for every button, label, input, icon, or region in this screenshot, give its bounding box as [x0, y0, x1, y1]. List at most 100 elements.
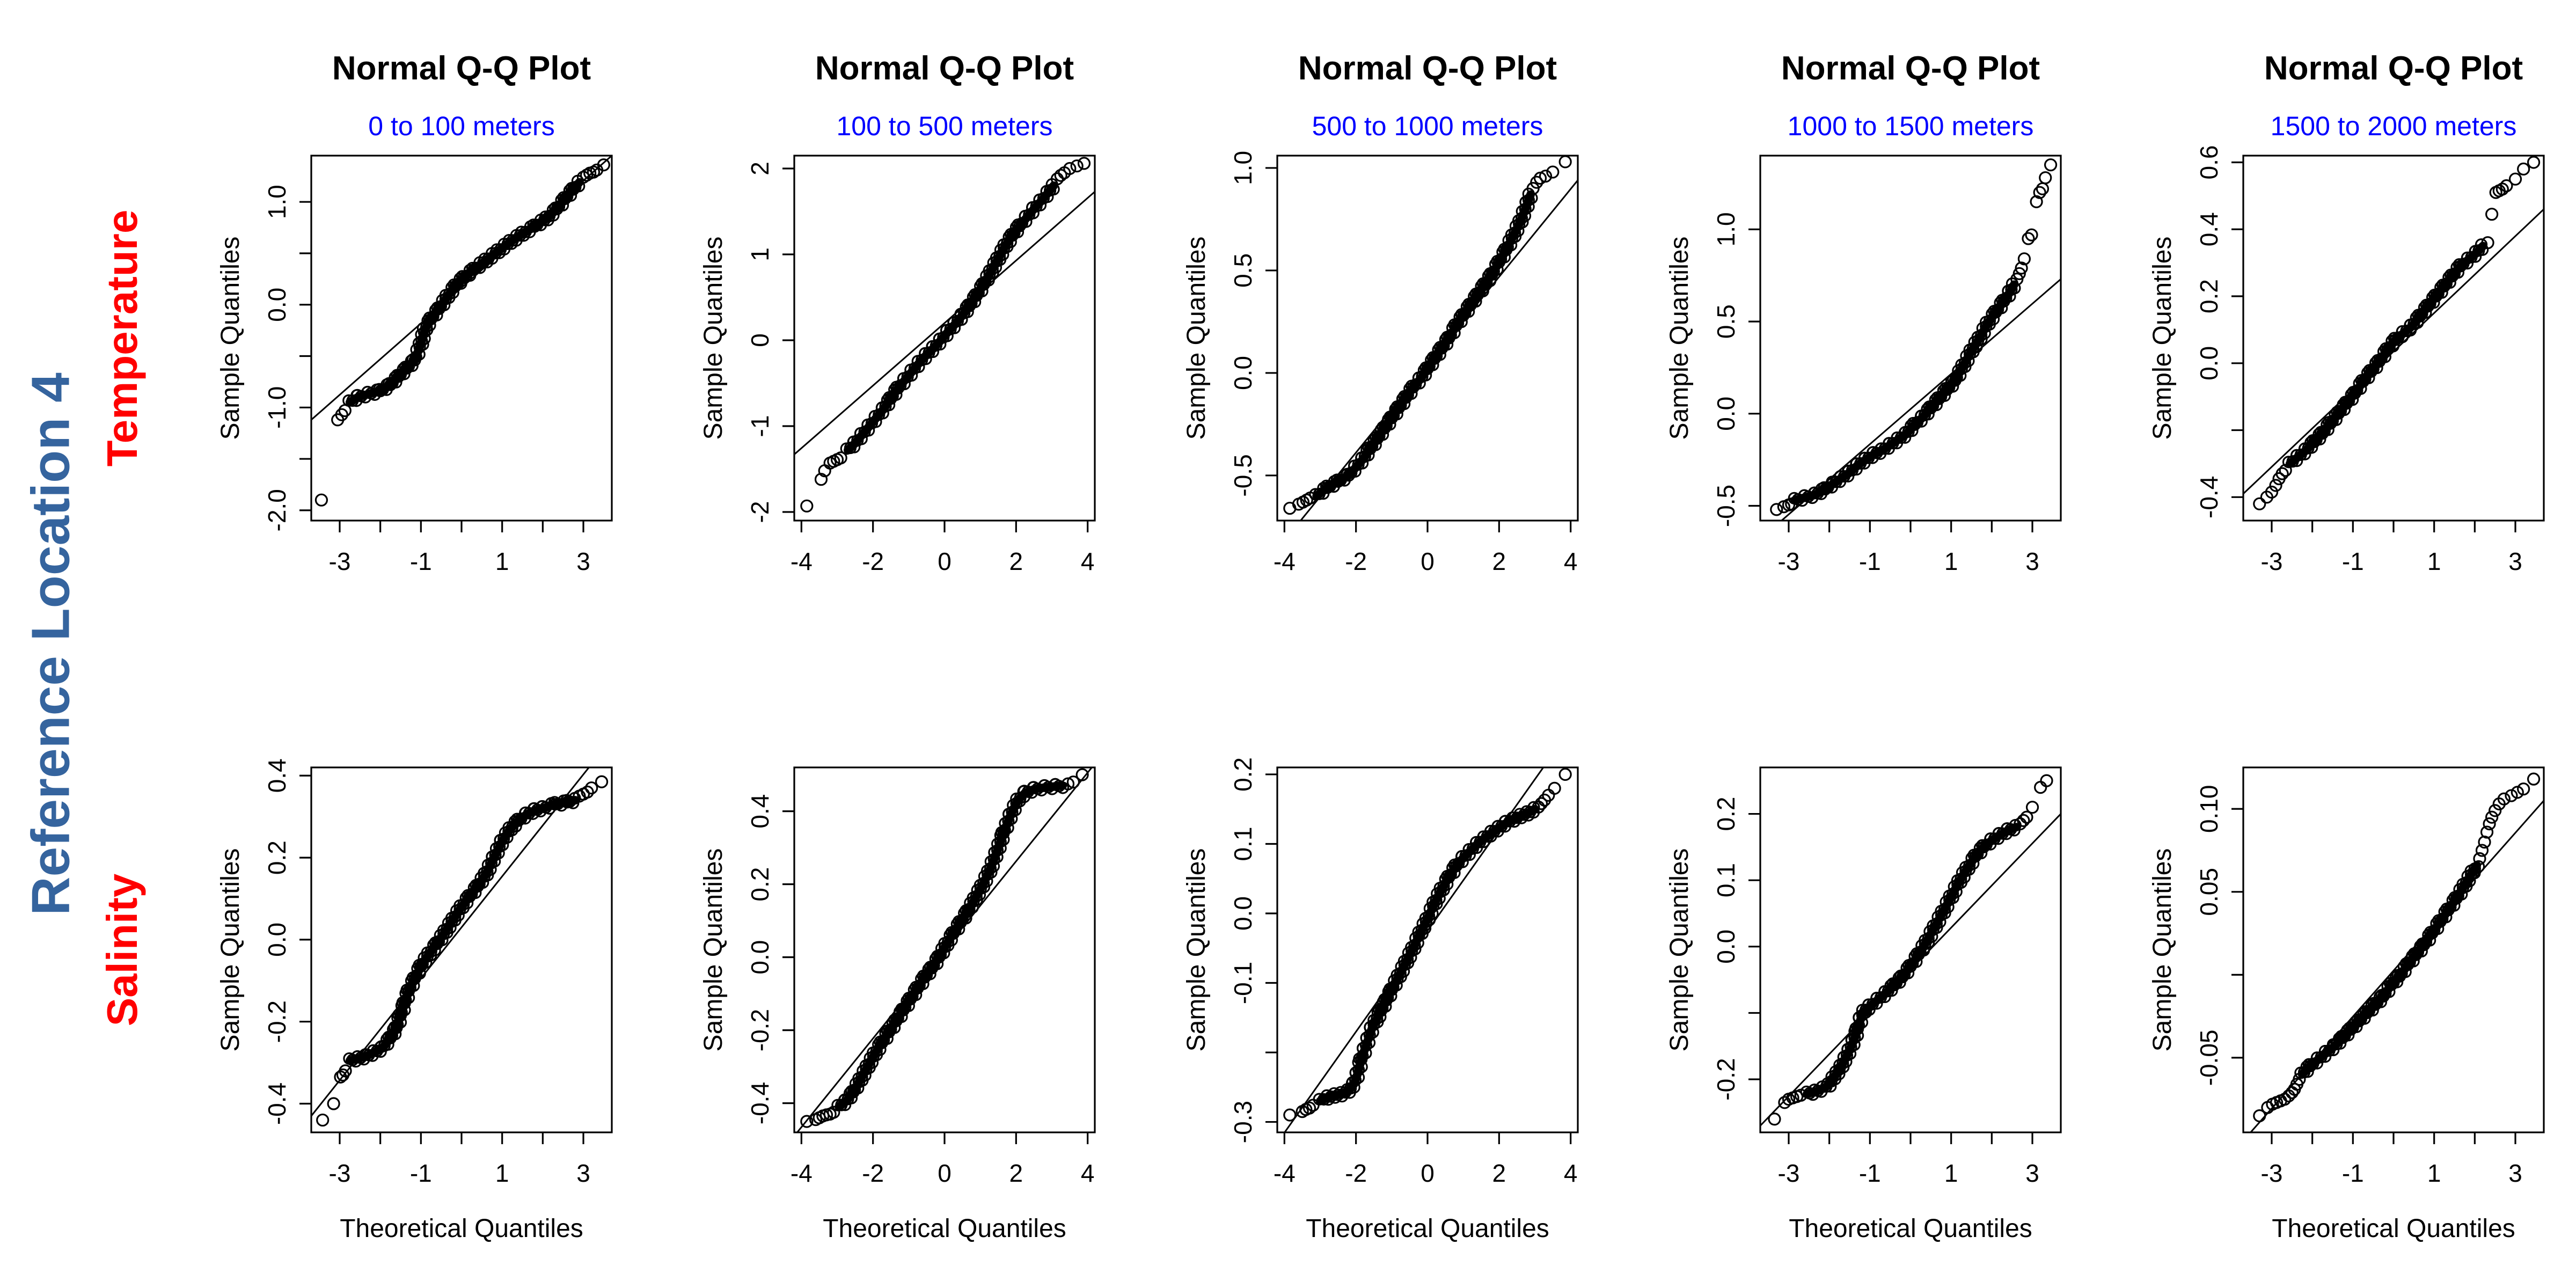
qq-plot-canvas: -4 -2 0 2 4 -2 -1 0 1 2 Normal Q-Q Plot 100 to 500 …: [699, 50, 1096, 575]
svg-text:Sample Quantiles: Sample Quantiles: [2148, 848, 2177, 1052]
svg-text:Normal Q-Q Plot: Normal Q-Q Plot: [815, 50, 1074, 87]
qq-plot-salinity-1000-1500m: -3 -1 1 3 -0.2 0.0 0.1 0.2 Theoretical Quantiles…: [1610, 741, 2088, 1256]
svg-text:3: 3: [2025, 1159, 2039, 1187]
svg-text:-3: -3: [2261, 547, 2283, 575]
svg-text:1000 to 1500 meters: 1000 to 1500 meters: [1788, 111, 2034, 141]
svg-text:-4: -4: [1274, 547, 1296, 575]
svg-text:0.0: 0.0: [1712, 930, 1740, 964]
svg-text:Sample Quantiles: Sample Quantiles: [699, 848, 728, 1052]
svg-text:1: 1: [495, 547, 509, 575]
svg-text:0.0: 0.0: [746, 940, 774, 975]
svg-text:Sample Quantiles: Sample Quantiles: [1182, 848, 1211, 1052]
plot-grid: -3 -1 1 3 -2.0 -1.0 0.0 1.0 Normal Q-Q Plot 0 to …: [161, 16, 2576, 1256]
svg-text:-2: -2: [1345, 1159, 1367, 1187]
svg-text:2: 2: [1009, 547, 1023, 575]
svg-text:Normal Q-Q Plot: Normal Q-Q Plot: [1298, 50, 1557, 87]
qq-plot-salinity-1500-2000m: -3 -1 1 3 -0.05 0.05 0.10 Theoretical Quantiles…: [2093, 741, 2571, 1256]
svg-text:-0.05: -0.05: [2195, 1029, 2223, 1086]
svg-text:-2: -2: [862, 1159, 884, 1187]
svg-text:0: 0: [938, 1159, 952, 1187]
svg-text:0.5: 0.5: [1712, 304, 1740, 339]
svg-text:Sample Quantiles: Sample Quantiles: [1665, 848, 1694, 1052]
qq-plot-temperature-500-1000m: -4 -2 0 2 4 -0.5 0.0 0.5 1.0 Normal Q-Q Plot 500 t…: [1127, 16, 1605, 580]
svg-text:Sample Quantiles: Sample Quantiles: [1182, 237, 1211, 440]
svg-text:-0.2: -0.2: [746, 1009, 774, 1051]
svg-text:1.0: 1.0: [1229, 151, 1257, 185]
svg-text:3: 3: [2025, 547, 2039, 575]
svg-text:4: 4: [1564, 1159, 1578, 1187]
svg-text:0.4: 0.4: [263, 758, 291, 793]
svg-text:-1: -1: [1859, 1159, 1881, 1187]
svg-text:0.2: 0.2: [1712, 797, 1740, 831]
svg-text:0.2: 0.2: [746, 867, 774, 902]
svg-text:0: 0: [1421, 547, 1435, 575]
svg-text:1: 1: [1944, 1159, 1958, 1187]
qq-plot-canvas: -3 -1 1 3 -0.4 -0.2 0.0 0.2 0.4 Theoretical Quant…: [216, 758, 613, 1243]
svg-text:0.0: 0.0: [1712, 397, 1740, 431]
svg-text:1: 1: [2427, 1159, 2441, 1187]
svg-text:-0.4: -0.4: [2195, 476, 2223, 518]
svg-text:Sample Quantiles: Sample Quantiles: [1665, 237, 1694, 440]
svg-text:0.10: 0.10: [2195, 785, 2223, 833]
qq-plot-canvas: -3 -1 1 3 -0.2 0.0 0.1 0.2 Theoretical Quantiles…: [1665, 766, 2062, 1243]
svg-text:0.2: 0.2: [263, 840, 291, 875]
svg-text:-0.2: -0.2: [263, 1000, 291, 1043]
svg-text:1.0: 1.0: [263, 185, 291, 219]
svg-text:Theoretical Quantiles: Theoretical Quantiles: [1789, 1214, 2032, 1243]
qq-plot-temperature-0-100m: -3 -1 1 3 -2.0 -1.0 0.0 1.0 Normal Q-Q Plot 0 to …: [161, 16, 639, 580]
svg-text:1: 1: [495, 1159, 509, 1187]
svg-text:Sample Quantiles: Sample Quantiles: [216, 848, 245, 1052]
svg-text:Sample Quantiles: Sample Quantiles: [699, 237, 728, 440]
svg-text:-0.1: -0.1: [1229, 962, 1257, 1004]
svg-text:Theoretical Quantiles: Theoretical Quantiles: [1306, 1214, 1549, 1243]
svg-text:2: 2: [1492, 1159, 1506, 1187]
svg-text:3: 3: [576, 547, 590, 575]
svg-text:Sample Quantiles: Sample Quantiles: [2148, 237, 2177, 440]
svg-text:2: 2: [1492, 547, 1506, 575]
qq-plot-temperature-100-500m: -4 -2 0 2 4 -2 -1 0 1 2 Normal Q-Q Plot 100 to 500 …: [644, 16, 1122, 580]
svg-text:-1: -1: [746, 415, 774, 437]
svg-text:0.2: 0.2: [1229, 757, 1257, 792]
svg-text:Sample Quantiles: Sample Quantiles: [216, 237, 245, 440]
row-label-temperature: Temperature: [98, 209, 146, 467]
svg-text:0: 0: [938, 547, 952, 575]
svg-text:-4: -4: [791, 1159, 813, 1187]
svg-text:0.4: 0.4: [2195, 212, 2223, 246]
qq-plot-canvas: -3 -1 1 3 -2.0 -1.0 0.0 1.0 Normal Q-Q Plot 0 to …: [216, 50, 613, 575]
svg-text:-1: -1: [410, 547, 432, 575]
qq-plot-canvas: -4 -2 0 2 4 -0.3 -0.1 0.0 0.1 0.2 Theoretical Quan…: [1182, 757, 1579, 1243]
svg-text:1: 1: [2427, 547, 2441, 575]
qq-plot-canvas: -4 -2 0 2 4 -0.4 -0.2 0.0 0.2 0.4 Theoretical Quan…: [699, 766, 1096, 1243]
svg-text:-3: -3: [329, 1159, 351, 1187]
figure-group-label: Reference Location 4: [20, 372, 81, 916]
svg-text:0: 0: [746, 333, 774, 347]
svg-text:0 to 100 meters: 0 to 100 meters: [368, 111, 554, 141]
qq-plot-canvas: -3 -1 1 3 -0.5 0.0 0.5 1.0 Normal Q-Q Plot 1000 t…: [1665, 50, 2062, 575]
qq-plot-canvas: -4 -2 0 2 4 -0.5 0.0 0.5 1.0 Normal Q-Q Plot 500 t…: [1182, 50, 1579, 575]
svg-text:Normal Q-Q Plot: Normal Q-Q Plot: [2264, 50, 2523, 87]
svg-text:Theoretical Quantiles: Theoretical Quantiles: [823, 1214, 1066, 1243]
svg-text:-1: -1: [410, 1159, 432, 1187]
svg-text:-0.5: -0.5: [1229, 454, 1257, 496]
svg-text:2: 2: [746, 162, 774, 175]
svg-text:3: 3: [576, 1159, 590, 1187]
svg-text:-3: -3: [1778, 1159, 1800, 1187]
svg-text:1500 to 2000 meters: 1500 to 2000 meters: [2271, 111, 2517, 141]
svg-text:500 to 1000 meters: 500 to 1000 meters: [1312, 111, 1543, 141]
svg-text:-0.5: -0.5: [1712, 485, 1740, 527]
qq-plot-canvas: -3 -1 1 3 -0.4 0.0 0.2 0.4 0.6 Normal Q-Q Plot 150…: [2148, 50, 2545, 575]
svg-text:4: 4: [1564, 547, 1578, 575]
svg-text:1: 1: [746, 247, 774, 261]
svg-text:-3: -3: [329, 547, 351, 575]
svg-text:1: 1: [1944, 547, 1958, 575]
svg-text:2: 2: [1009, 1159, 1023, 1187]
svg-text:-4: -4: [1274, 1159, 1296, 1187]
svg-text:0: 0: [1421, 1159, 1435, 1187]
svg-text:-3: -3: [1778, 547, 1800, 575]
svg-text:0.2: 0.2: [2195, 279, 2223, 313]
svg-text:3: 3: [2508, 547, 2522, 575]
svg-text:-1: -1: [2342, 547, 2364, 575]
row-label-salinity: Salinity: [98, 873, 146, 1027]
svg-text:0.05: 0.05: [2195, 868, 2223, 916]
